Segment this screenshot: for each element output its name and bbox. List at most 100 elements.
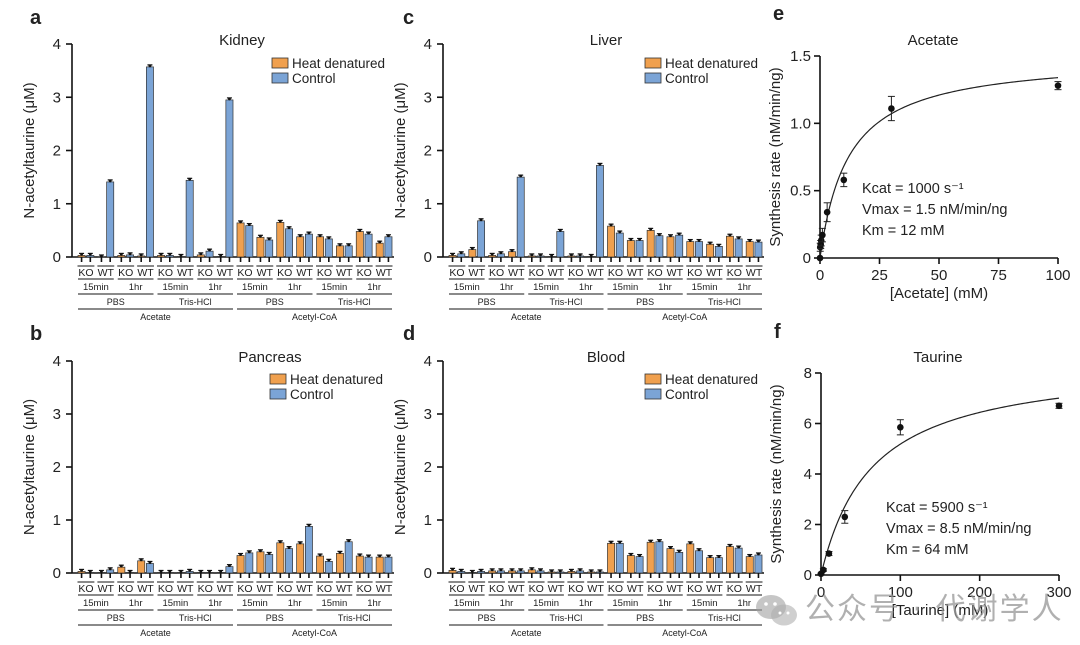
y-tick-label: 0 <box>804 567 812 584</box>
genotype-label: WT <box>98 267 115 279</box>
data-point <box>168 570 172 573</box>
data-point <box>259 234 262 238</box>
genotype-label: KO <box>608 583 623 595</box>
annotation: Km = 12 mM <box>862 223 945 239</box>
data-point <box>188 177 192 181</box>
y-tick-label: 2 <box>424 459 432 476</box>
data-point <box>510 568 514 572</box>
data-point <box>737 545 741 549</box>
time-label: 15min <box>321 282 347 293</box>
data-point <box>267 237 271 241</box>
data-point <box>367 554 370 558</box>
panel-letter: b <box>30 323 42 345</box>
bar-heat-denatured <box>646 230 655 258</box>
time-label: 15min <box>454 598 480 609</box>
y-tick-label: 0 <box>53 249 61 266</box>
bar-heat-denatured <box>355 231 364 258</box>
bar-heat-denatured <box>607 542 615 574</box>
bar-control <box>635 556 644 574</box>
data-point <box>519 568 523 572</box>
data-point <box>629 553 633 556</box>
genotype-label: WT <box>746 267 763 279</box>
genotype-label: WT <box>469 583 486 595</box>
genotype-label: WT <box>217 267 234 279</box>
time-label: 1hr <box>129 282 143 293</box>
bar-control <box>245 225 254 258</box>
time-label: 15min <box>83 282 109 293</box>
y-tick-label: 6 <box>804 416 812 433</box>
data-point <box>578 253 582 257</box>
annotation: Kcat = 1000 s⁻¹ <box>862 181 964 197</box>
bar-heat-denatured <box>527 569 536 574</box>
data-point <box>219 254 223 257</box>
bar-control <box>596 165 604 258</box>
legend-label: Heat denatured <box>292 56 385 71</box>
data-point <box>510 249 514 253</box>
data-point <box>278 219 282 223</box>
data-point <box>318 553 322 557</box>
data-point <box>298 234 302 238</box>
data-point <box>558 569 562 573</box>
genotype-label: WT <box>627 583 644 595</box>
genotype-label: WT <box>548 267 565 279</box>
bar-heat-denatured <box>508 251 516 258</box>
legend-swatch-control <box>271 72 289 84</box>
data-point <box>519 174 523 178</box>
y-tick-label: 2 <box>424 143 432 160</box>
bar-control <box>655 541 664 574</box>
y-axis-label: Synthesis rate (nM/min/ng) <box>767 67 784 246</box>
data-point <box>717 243 721 247</box>
bar-heat-denatured <box>666 236 675 258</box>
y-tick-label: 4 <box>804 466 812 483</box>
bar-heat-denatured <box>375 556 384 574</box>
bar-control <box>324 560 333 574</box>
data-point <box>589 569 593 573</box>
genotype-label: WT <box>508 267 525 279</box>
panel-letter: e <box>773 3 784 25</box>
chart-title: Liver <box>590 32 623 49</box>
time-label: 1hr <box>500 598 514 609</box>
panel-letter: f <box>774 321 781 343</box>
data-point <box>179 254 183 257</box>
genotype-label: KO <box>118 583 133 595</box>
data-point <box>598 163 602 166</box>
data-point <box>490 253 494 256</box>
fit-curve <box>820 397 1060 576</box>
data-point <box>267 552 271 555</box>
data-point <box>479 218 483 222</box>
bar-heat-denatured <box>316 236 324 258</box>
genotype-label: WT <box>587 267 604 279</box>
genotype-label: KO <box>78 583 93 595</box>
data-point <box>530 567 534 571</box>
data-point <box>378 554 382 558</box>
time-label: 1hr <box>737 598 751 609</box>
genotype-label: KO <box>489 267 504 279</box>
time-label: 15min <box>162 598 188 609</box>
data-point <box>358 553 362 557</box>
genotype-label: WT <box>376 583 393 595</box>
bar-control <box>146 563 154 574</box>
bar-heat-denatured <box>256 236 265 258</box>
data-point <box>823 208 831 216</box>
bar-control <box>675 551 684 574</box>
bar-heat-denatured <box>276 222 285 258</box>
data-point <box>199 570 203 573</box>
data-point <box>609 223 613 227</box>
data-point <box>358 229 362 232</box>
bar-control <box>344 541 353 574</box>
genotype-label: KO <box>357 267 372 279</box>
data-point <box>728 544 732 547</box>
genotype-label: KO <box>158 267 173 279</box>
y-tick-label: 4 <box>53 353 61 370</box>
data-point <box>669 546 672 550</box>
time-label: 1hr <box>658 282 672 293</box>
data-point <box>558 229 562 232</box>
bar-control <box>516 176 525 258</box>
substrate-label: Acetate <box>511 312 542 322</box>
bar-control <box>714 246 723 258</box>
y-axis-label: N-acetyltaurine (μM) <box>21 399 38 535</box>
data-point <box>239 553 242 556</box>
bar-heat-denatured <box>686 241 695 258</box>
